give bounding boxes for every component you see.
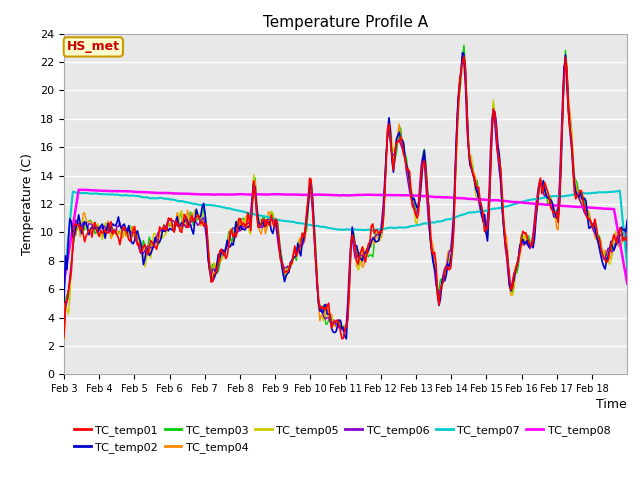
TC_temp07 (79, 190, 87, 196)
TC_temp02 (342, 336, 350, 342)
Text: HS_met: HS_met (67, 40, 120, 53)
Line: TC_temp07: TC_temp07 (64, 191, 627, 283)
TC_temp08 (81, 187, 88, 192)
TC_temp05 (79, 216, 87, 222)
TC_temp05 (545, 200, 553, 205)
TC_temp06 (351, 255, 359, 261)
TC_temp07 (461, 211, 469, 217)
TC_temp05 (350, 235, 358, 241)
Line: TC_temp02: TC_temp02 (64, 53, 627, 339)
TC_temp07 (545, 194, 553, 200)
TC_temp06 (622, 227, 630, 233)
TC_temp04 (350, 240, 358, 246)
TC_temp01 (622, 238, 630, 243)
TC_temp08 (547, 202, 555, 208)
TC_temp08 (75, 187, 83, 192)
TC_temp05 (461, 72, 469, 78)
TC_temp01 (460, 53, 468, 59)
TC_temp03 (79, 228, 87, 233)
TC_temp06 (548, 205, 556, 211)
TC_temp07 (350, 227, 358, 232)
TC_temp06 (623, 273, 631, 279)
TC_temp06 (341, 330, 349, 336)
TC_temp01 (79, 230, 87, 236)
TC_temp04 (461, 81, 469, 86)
TC_temp01 (623, 235, 631, 240)
TC_temp01 (60, 334, 68, 340)
Line: TC_temp04: TC_temp04 (64, 56, 627, 339)
TC_temp04 (79, 211, 87, 216)
Line: TC_temp05: TC_temp05 (64, 58, 627, 337)
Line: TC_temp03: TC_temp03 (64, 45, 627, 339)
TC_temp02 (622, 228, 630, 234)
TC_temp02 (459, 50, 467, 56)
TC_temp02 (97, 223, 104, 229)
TC_temp02 (79, 225, 87, 230)
TC_temp07 (620, 234, 628, 240)
TC_temp06 (97, 224, 104, 230)
Title: Temperature Profile A: Temperature Profile A (263, 15, 428, 30)
TC_temp02 (623, 217, 631, 223)
TC_temp03 (350, 229, 358, 235)
TC_temp05 (561, 55, 569, 60)
TC_temp08 (623, 281, 631, 287)
TC_temp07 (60, 280, 68, 286)
TC_temp06 (465, 147, 472, 153)
TC_temp06 (60, 326, 68, 332)
TC_temp07 (97, 191, 104, 197)
TC_temp03 (547, 196, 555, 202)
TC_temp05 (620, 233, 628, 239)
TC_temp04 (620, 228, 628, 233)
TC_temp03 (463, 103, 471, 109)
TC_temp05 (97, 228, 104, 234)
TC_temp01 (97, 227, 104, 233)
TC_temp02 (351, 243, 359, 249)
Line: TC_temp08: TC_temp08 (64, 190, 627, 284)
TC_temp01 (548, 207, 556, 213)
TC_temp04 (623, 231, 631, 237)
TC_temp07 (623, 264, 631, 270)
TC_temp06 (79, 219, 87, 225)
TC_temp02 (548, 200, 556, 205)
TC_temp04 (97, 232, 104, 238)
TC_temp04 (60, 336, 68, 342)
TC_temp01 (338, 336, 346, 342)
TC_temp03 (97, 229, 104, 235)
TC_temp03 (623, 235, 631, 240)
TC_temp01 (351, 243, 359, 249)
Legend: TC_temp01, TC_temp02, TC_temp03, TC_temp04, TC_temp05, TC_temp06, TC_temp07, TC_: TC_temp01, TC_temp02, TC_temp03, TC_temp… (70, 421, 614, 457)
TC_temp04 (561, 53, 569, 59)
TC_temp03 (620, 226, 628, 231)
TC_temp04 (545, 193, 553, 199)
Line: TC_temp01: TC_temp01 (64, 56, 627, 339)
TC_temp08 (351, 192, 359, 198)
Text: Time: Time (596, 398, 627, 411)
Line: TC_temp06: TC_temp06 (64, 58, 627, 333)
TC_temp05 (623, 226, 631, 232)
TC_temp01 (465, 143, 472, 149)
TC_temp02 (60, 300, 68, 305)
TC_temp02 (465, 141, 472, 146)
TC_temp03 (60, 336, 68, 342)
TC_temp07 (616, 188, 624, 194)
TC_temp05 (60, 334, 68, 340)
TC_temp03 (460, 42, 468, 48)
TC_temp08 (463, 196, 471, 202)
TC_temp08 (99, 188, 106, 194)
TC_temp08 (620, 264, 628, 270)
Y-axis label: Temperature (C): Temperature (C) (22, 153, 35, 255)
TC_temp08 (60, 279, 68, 285)
TC_temp06 (459, 55, 467, 61)
